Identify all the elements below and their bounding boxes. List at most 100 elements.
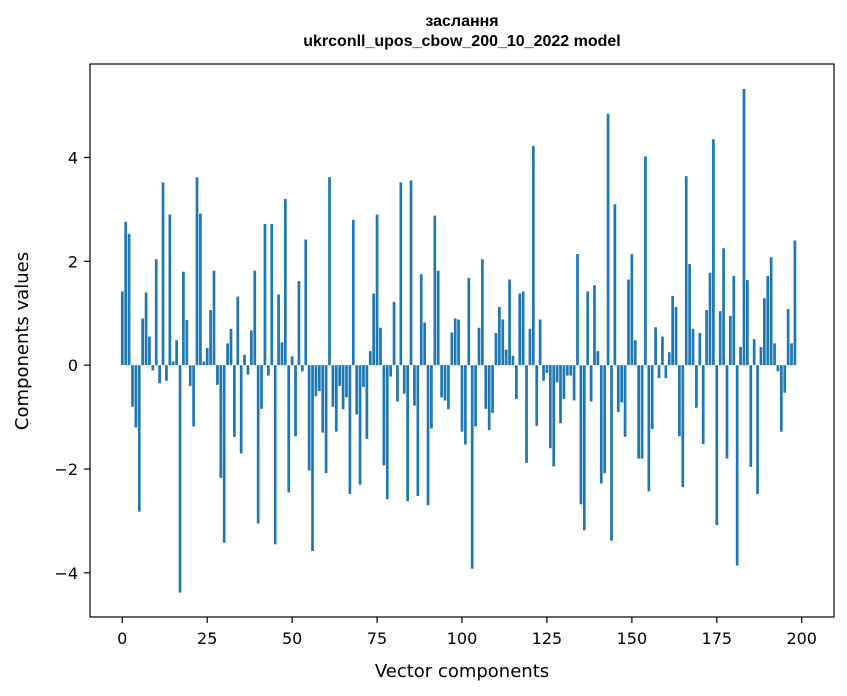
bar-46 xyxy=(277,294,280,366)
bar-67 xyxy=(348,365,352,494)
bar-97 xyxy=(450,332,454,366)
chart-title: заслання ukrconll_upos_cbow_200_10_2022 … xyxy=(90,12,834,52)
chart-title-line-1: заслання xyxy=(425,13,499,30)
bar-53 xyxy=(300,365,304,372)
y-tick-label: 2 xyxy=(68,252,78,271)
bar-37 xyxy=(246,365,250,375)
bar-18 xyxy=(182,271,185,366)
bar-59 xyxy=(321,365,325,433)
bar-98 xyxy=(453,318,457,366)
bar-196 xyxy=(786,309,790,366)
bar-32 xyxy=(229,328,233,366)
bar-13 xyxy=(165,365,168,381)
bar-113 xyxy=(504,349,508,366)
bar-195 xyxy=(783,365,787,393)
bar-182 xyxy=(739,346,742,366)
bar-85 xyxy=(409,180,413,366)
bar-122 xyxy=(535,365,539,426)
bar-163 xyxy=(674,307,678,366)
bar-167 xyxy=(688,263,691,366)
bar-58 xyxy=(317,365,321,392)
bar-60 xyxy=(324,365,328,474)
bar-174 xyxy=(712,139,715,366)
bar-17 xyxy=(178,365,182,593)
bar-47 xyxy=(280,342,284,366)
x-tick-label: 125 xyxy=(532,629,563,648)
bar-0 xyxy=(120,291,124,366)
bar-149 xyxy=(627,279,630,366)
bar-29 xyxy=(219,365,223,478)
bar-23 xyxy=(199,213,202,366)
bar-24 xyxy=(202,361,206,366)
bar-143 xyxy=(606,113,610,366)
bar-25 xyxy=(205,348,209,366)
bar-99 xyxy=(457,319,460,366)
bar-91 xyxy=(430,365,433,429)
bar-40 xyxy=(256,365,260,524)
bar-4 xyxy=(134,365,138,428)
bar-84 xyxy=(406,365,409,502)
y-tick-label: −2 xyxy=(54,460,78,479)
bar-166 xyxy=(684,176,688,366)
bar-184 xyxy=(746,280,749,366)
bar-94 xyxy=(440,365,443,398)
x-tick-label: 100 xyxy=(447,629,478,648)
x-tick-label: 50 xyxy=(282,629,302,648)
bar-102 xyxy=(467,277,471,366)
bar-142 xyxy=(603,365,607,474)
y-tick-label: −4 xyxy=(54,564,78,583)
bar-34 xyxy=(236,296,240,366)
bar-38 xyxy=(250,330,253,366)
chart-title-line-2: ukrconll_upos_cbow_200_10_2022 model xyxy=(303,33,621,50)
bar-54 xyxy=(304,239,308,366)
bar-190 xyxy=(766,275,770,366)
bar-121 xyxy=(531,146,535,366)
bar-168 xyxy=(691,328,695,366)
bar-179 xyxy=(729,315,732,366)
bar-170 xyxy=(698,332,702,366)
bar-95 xyxy=(443,365,447,401)
bar-128 xyxy=(555,365,559,383)
bar-57 xyxy=(314,365,318,397)
bar-15 xyxy=(171,361,175,366)
bar-141 xyxy=(599,365,603,484)
x-tick-label: 0 xyxy=(117,629,127,648)
bar-189 xyxy=(763,298,766,366)
bar-66 xyxy=(345,365,348,398)
bar-180 xyxy=(732,275,736,366)
bar-106 xyxy=(481,259,484,366)
bar-172 xyxy=(705,310,708,366)
bar-109 xyxy=(491,365,494,413)
bar-44 xyxy=(270,223,274,366)
bar-48 xyxy=(283,199,287,366)
bar-140 xyxy=(596,351,600,366)
bar-16 xyxy=(175,340,178,366)
bar-156 xyxy=(650,365,654,430)
bar-183 xyxy=(742,88,746,366)
bar-41 xyxy=(260,365,263,409)
bar-175 xyxy=(715,365,719,526)
bar-42 xyxy=(263,223,267,366)
bar-51 xyxy=(294,365,297,437)
bar-86 xyxy=(413,365,416,406)
bar-169 xyxy=(695,365,698,408)
bar-134 xyxy=(576,254,579,366)
bar-114 xyxy=(508,279,511,366)
bar-3 xyxy=(131,365,134,407)
bar-194 xyxy=(779,365,783,432)
bar-130 xyxy=(562,365,566,399)
bar-126 xyxy=(548,365,552,449)
y-tick-label: 4 xyxy=(68,148,78,167)
bar-89 xyxy=(423,322,426,366)
bar-100 xyxy=(460,365,464,432)
bar-14 xyxy=(168,214,172,366)
bars-group xyxy=(120,88,797,593)
bar-9 xyxy=(151,365,155,371)
bar-6 xyxy=(141,318,145,366)
bar-108 xyxy=(487,365,491,431)
bar-164 xyxy=(678,365,681,437)
bar-88 xyxy=(419,274,423,366)
y-axis-label: Components values xyxy=(12,252,33,430)
bar-50 xyxy=(290,356,294,366)
bar-157 xyxy=(654,327,657,366)
